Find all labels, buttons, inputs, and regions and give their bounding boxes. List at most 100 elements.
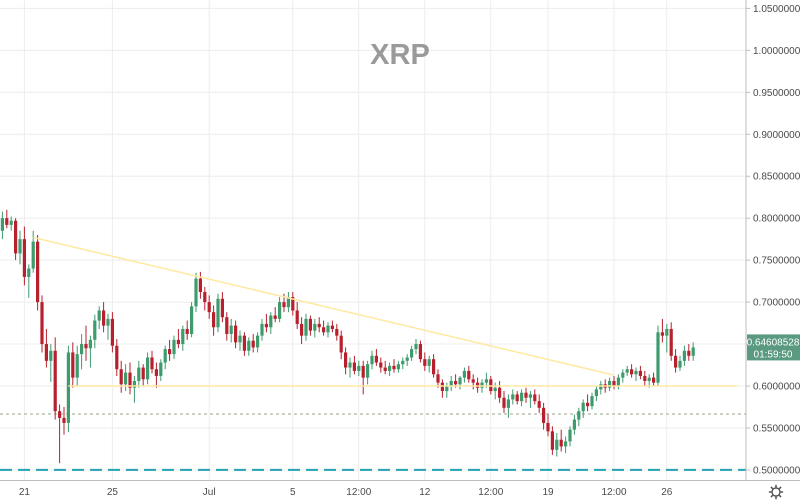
candle[interactable] [251,333,255,353]
candle[interactable] [18,230,22,265]
candle[interactable] [581,399,585,418]
candle[interactable] [467,365,471,383]
candle[interactable] [40,295,44,353]
candle[interactable] [449,375,453,392]
candle[interactable] [36,234,40,311]
candle[interactable] [300,317,304,345]
candle[interactable] [326,322,330,338]
candle[interactable] [669,322,673,361]
candle[interactable] [317,317,321,333]
candle[interactable] [291,292,295,316]
candle[interactable] [159,359,163,381]
candle[interactable] [625,365,629,376]
candle[interactable] [502,391,506,413]
candle[interactable] [515,391,519,405]
candle[interactable] [370,350,374,370]
candle[interactable] [638,365,642,380]
candle[interactable] [181,325,185,351]
candle[interactable] [185,320,189,340]
candle[interactable] [304,313,308,341]
candle[interactable] [445,382,449,398]
candle[interactable] [339,330,343,360]
candle[interactable] [278,297,282,323]
candle[interactable] [256,332,260,353]
candle[interactable] [418,340,422,363]
candle[interactable] [533,389,537,405]
candle[interactable] [269,312,273,334]
candle[interactable] [520,389,524,407]
candle[interactable] [388,362,392,376]
candle[interactable] [66,345,70,433]
candle[interactable] [27,264,31,298]
candle[interactable] [550,426,554,455]
candle[interactable] [172,335,176,360]
candle[interactable] [229,318,233,343]
candle[interactable] [383,360,387,375]
candle[interactable] [260,318,264,341]
candle[interactable] [590,392,594,410]
candle[interactable] [348,357,352,378]
candle[interactable] [586,394,590,412]
candle[interactable] [5,209,9,229]
candle[interactable] [612,375,616,390]
candle[interactable] [432,354,436,378]
candle[interactable] [366,360,370,385]
candle[interactable] [674,349,678,373]
candle[interactable] [146,352,150,385]
candle[interactable] [115,339,119,376]
candle[interactable] [410,345,414,361]
candle[interactable] [564,436,568,454]
candle[interactable] [621,369,625,383]
candle[interactable] [608,377,612,392]
candle[interactable] [652,372,656,387]
candle[interactable] [207,295,211,319]
candle[interactable] [44,328,48,368]
candle[interactable] [88,335,92,368]
candle[interactable] [124,364,128,392]
candle[interactable] [506,394,510,418]
time-axis[interactable]: 21 25 Jul 5 12:00 12 12:00 19 12:00 26 [19,487,673,498]
candle[interactable] [75,345,79,387]
candle[interactable] [216,293,220,333]
candle[interactable] [493,382,497,400]
candle[interactable] [344,347,348,375]
candle[interactable] [484,372,488,388]
candle[interactable] [555,433,559,457]
candle[interactable] [599,380,603,395]
candle[interactable] [212,305,216,336]
candle[interactable] [308,315,312,336]
candles[interactable] [0,186,695,464]
candle[interactable] [22,226,26,286]
candle[interactable] [238,330,242,351]
candle[interactable] [80,333,84,370]
candle[interactable] [49,344,53,382]
candle[interactable] [537,394,541,413]
candle[interactable] [119,360,123,393]
candle[interactable] [511,389,515,405]
candle[interactable] [427,355,431,373]
candle[interactable] [295,302,299,329]
candle[interactable] [542,402,546,430]
candle[interactable] [128,362,132,395]
candle[interactable] [9,216,13,231]
candle[interactable] [357,360,361,376]
candle[interactable] [313,318,317,338]
candle[interactable] [352,355,356,375]
candle[interactable] [247,337,251,356]
candle[interactable] [396,360,400,373]
candle[interactable] [264,313,268,333]
candle[interactable] [524,387,528,403]
candle[interactable] [379,357,383,373]
candle[interactable] [630,364,634,378]
candle[interactable] [110,312,114,353]
candle[interactable] [401,357,405,370]
candle[interactable] [62,406,66,435]
candle[interactable] [0,211,5,240]
candle[interactable] [665,323,669,353]
candle[interactable] [691,342,695,361]
candle[interactable] [286,292,290,313]
candle[interactable] [220,292,224,323]
candle[interactable] [476,377,480,393]
